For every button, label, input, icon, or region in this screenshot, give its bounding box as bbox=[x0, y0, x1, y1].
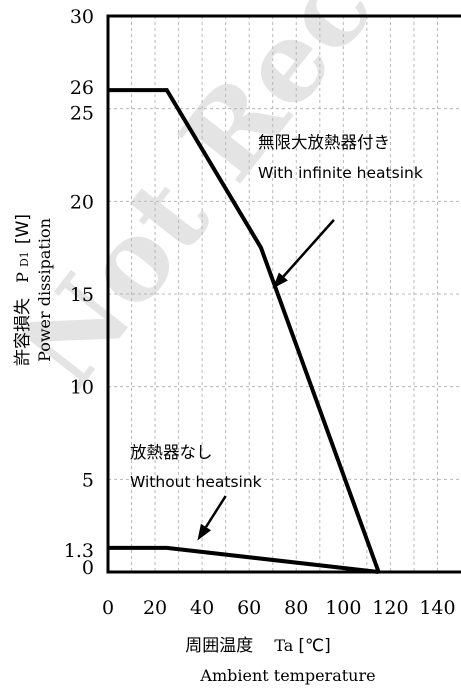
y-tick-label: 30 bbox=[70, 6, 94, 28]
y-axis-symbol: P bbox=[13, 272, 32, 283]
x-tick-label: 80 bbox=[284, 597, 308, 619]
annotation-label-en: Without heatsink bbox=[130, 473, 262, 491]
x-tick-label: 120 bbox=[372, 597, 408, 619]
series-line-infinite-heatsink bbox=[108, 88, 381, 573]
y-axis-subscript: D1 bbox=[18, 251, 31, 267]
x-axis-label: 周囲温度 Ta [℃] Ambient temperature bbox=[185, 636, 375, 685]
y-axis-label-jp: 許容損失 bbox=[13, 298, 33, 366]
y-tick-label: 10 bbox=[70, 377, 94, 399]
series bbox=[108, 88, 381, 574]
axes bbox=[106, 14, 461, 574]
y-axis-label: 許容損失 P D1 [W] Power dissipation bbox=[13, 214, 54, 366]
y-axis-unit: [W] bbox=[13, 214, 33, 244]
annotation-arrow-head bbox=[197, 523, 212, 541]
y-tick-label: 5 bbox=[82, 469, 94, 491]
svg-text:許容損失 P D1 [W: 許容損失 P D1 [W] bbox=[13, 214, 33, 366]
y-tick-label: 26 bbox=[70, 77, 94, 99]
x-axis-label-en: Ambient temperature bbox=[199, 666, 375, 685]
annotation-arrow-head bbox=[272, 272, 288, 289]
y-tick-label: 20 bbox=[70, 191, 94, 213]
x-tick-label: 100 bbox=[325, 597, 361, 619]
series-line-without-heatsink bbox=[108, 545, 379, 574]
x-axis-symbol: Ta bbox=[274, 636, 293, 655]
x-tick-label: 60 bbox=[237, 597, 261, 619]
x-axis-unit: [℃] bbox=[298, 636, 330, 656]
x-tick-label: 0 bbox=[102, 597, 114, 619]
y-tick-label: 1.3 bbox=[64, 540, 94, 562]
annotation-label-en: With infinite heatsink bbox=[258, 164, 423, 182]
x-tick-label: 20 bbox=[143, 597, 167, 619]
y-tick-label: 0 bbox=[82, 557, 94, 579]
y-tick-label: 25 bbox=[70, 103, 94, 125]
annotations: 無限大放熱器付き With infinite heatsink 放熱器なし Witho… bbox=[130, 133, 423, 541]
annotation-arrow-shaft bbox=[282, 219, 335, 278]
y-tick-label: 15 bbox=[70, 284, 94, 306]
y-axis-label-en: Power dissipation bbox=[35, 218, 54, 362]
x-tick-label: 140 bbox=[419, 597, 455, 619]
annotation-label-jp: 放熱器なし bbox=[130, 443, 213, 462]
x-tick-label: 40 bbox=[190, 597, 214, 619]
x-axis-label-jp: 周囲温度 bbox=[185, 636, 253, 656]
annotation-label-jp: 無限大放熱器付き bbox=[258, 133, 390, 152]
annotation-arrow-shaft bbox=[204, 495, 227, 528]
svg-text:周囲温度 Ta [℃]: 周囲温度 Ta [℃] bbox=[185, 636, 331, 656]
